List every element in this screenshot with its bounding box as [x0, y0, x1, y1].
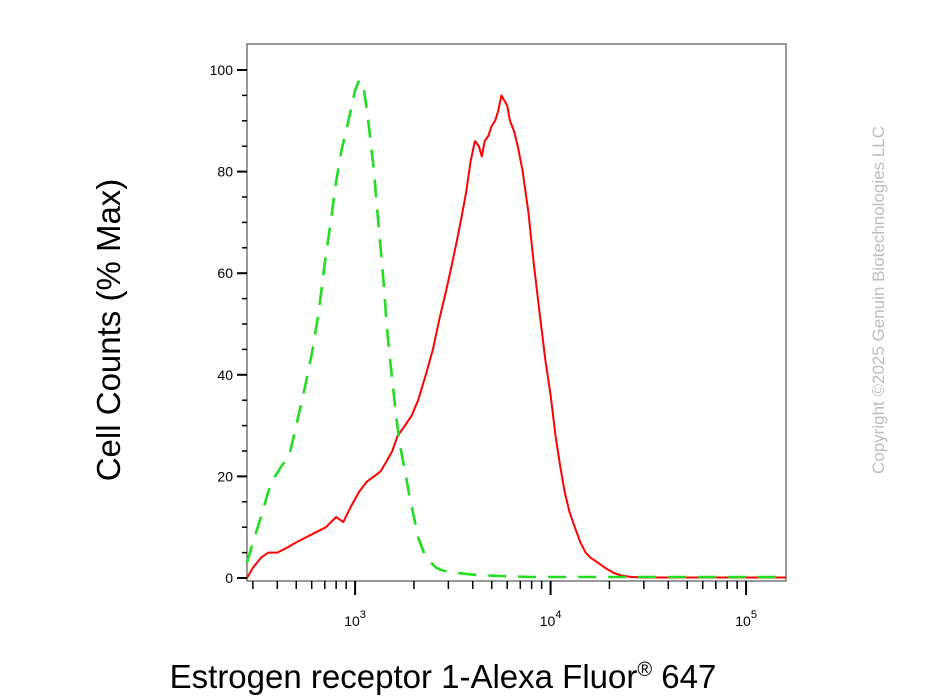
plot-frame: [246, 43, 787, 582]
y-tick-label: 40: [217, 367, 233, 383]
x-tick-label: 104: [540, 609, 562, 629]
y-tick-label: 20: [217, 468, 233, 484]
series-line-dashed: [245, 78, 786, 579]
y-tick-label: 0: [225, 570, 233, 586]
y-axis: 0 20 40 60 80 100: [210, 62, 247, 586]
y-axis-title: Cell Counts (% Max): [90, 179, 127, 482]
y-tick-label: 100: [210, 62, 234, 78]
x-axis-title-tail: 647: [652, 658, 716, 695]
series-line-solid: [246, 94, 786, 579]
copyright-watermark: Copyright ©2025 Genuin Biotechnologies L…: [869, 126, 888, 474]
x-tick-label: 105: [735, 609, 757, 629]
y-tick-label: 60: [217, 265, 233, 281]
x-tick-label: 103: [344, 609, 366, 629]
x-axis-title-main: Estrogen receptor 1-Alexa Fluor: [170, 658, 638, 695]
x-axis-title-registered: ®: [637, 659, 652, 681]
x-axis: 103 104 105: [252, 581, 757, 629]
x-axis-title: Estrogen receptor 1-Alexa Fluor® 647: [170, 658, 717, 695]
series-layer: [245, 78, 786, 579]
y-tick-label: 80: [217, 164, 233, 180]
